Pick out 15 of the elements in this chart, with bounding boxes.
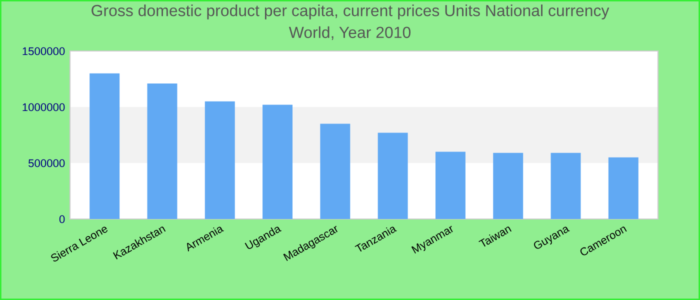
y-tick-label: 1000000	[22, 103, 65, 112]
bar	[435, 152, 466, 219]
bar	[90, 73, 120, 219]
bar	[550, 152, 581, 219]
y-tick-label: 500000	[28, 159, 65, 168]
bar	[262, 104, 293, 219]
bar	[204, 101, 235, 219]
y-tick-label: 0	[59, 215, 65, 224]
chart-title: Gross domestic product per capita, current prices Units National currency World, Year 2010	[92, 4, 610, 40]
bar	[493, 152, 524, 219]
bar	[320, 124, 350, 219]
bar	[378, 132, 408, 219]
y-tick-label: 1500000	[22, 47, 65, 56]
bar	[608, 157, 638, 219]
bar	[147, 83, 178, 219]
